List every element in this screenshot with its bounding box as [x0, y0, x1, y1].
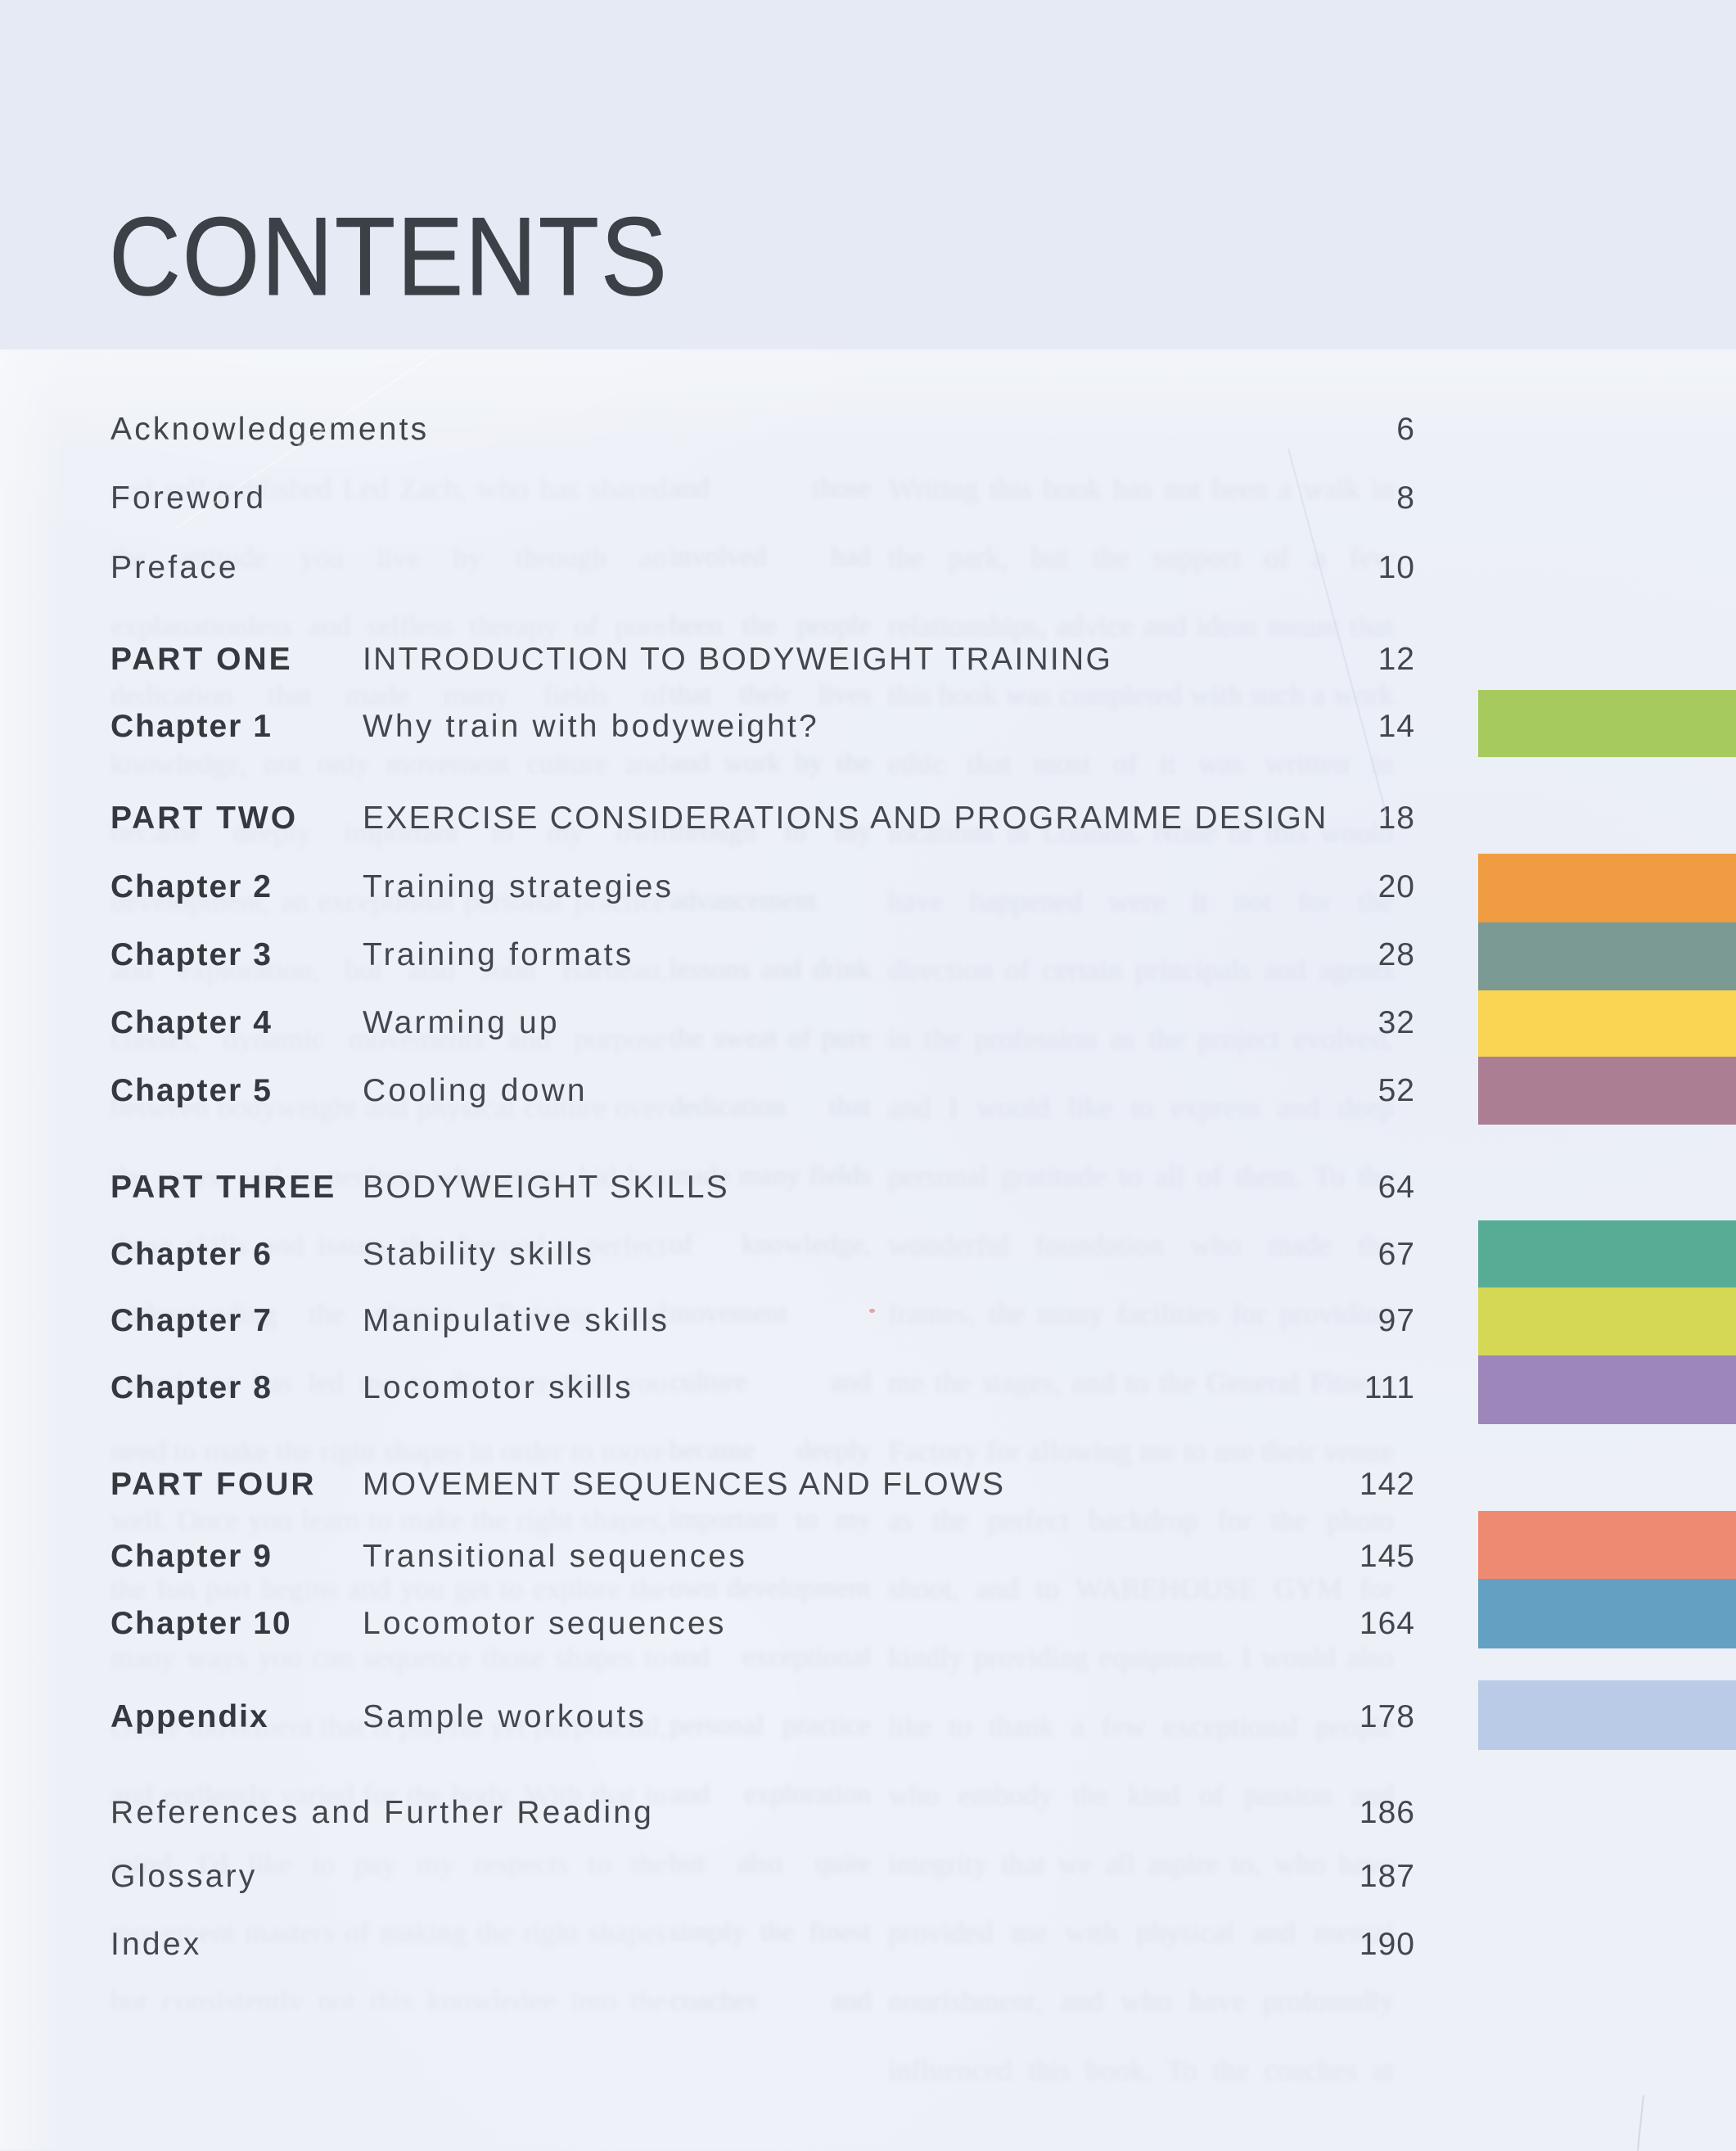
- toc-row-part-four: PART FOUR MOVEMENT SEQUENCES AND FLOWS 142: [110, 1465, 1415, 1504]
- page-title: CONTENTS: [109, 194, 669, 318]
- toc-entry-title: Training strategies: [363, 869, 674, 904]
- chapter-6-bar: [1478, 1220, 1736, 1287]
- toc-entry-label: PART FOUR: [110, 1467, 317, 1502]
- chapter-2-bar: [1478, 854, 1736, 922]
- chapter-5-bar: [1478, 1057, 1736, 1125]
- toc-row-part-one: PART ONE INTRODUCTION TO BODYWEIGHT TRAIN…: [110, 640, 1415, 679]
- toc-row-chapter-10: Chapter 10 Locomotor sequences 164: [110, 1604, 1415, 1644]
- toc-entry-label: PART THREE: [110, 1170, 337, 1205]
- toc-row-part-three: PART THREE BODYWEIGHT SKILLS 64: [110, 1168, 1415, 1207]
- toc-entry-label: Chapter 1: [110, 709, 273, 744]
- toc-entry-title: Sample workouts: [363, 1699, 647, 1734]
- toc-row-chapter-1: Chapter 1 Why train with bodyweight? 14: [110, 707, 1415, 746]
- toc-entry-title: Manipulative skills: [363, 1303, 670, 1338]
- toc-entry-label: References and Further Reading: [110, 1795, 654, 1830]
- toc-entry-page-number: 32: [1378, 1005, 1415, 1040]
- toc-entry-title: MOVEMENT SEQUENCES AND FLOWS: [363, 1467, 1006, 1502]
- toc-entry-page-number: 187: [1359, 1859, 1415, 1894]
- toc-row-glossary: Glossary 187: [110, 1857, 1415, 1896]
- toc-entry-page-number: 145: [1359, 1539, 1415, 1574]
- chapter-8-bar: [1478, 1355, 1736, 1424]
- toc-entry-label: Chapter 8: [110, 1370, 273, 1405]
- toc-entry-page-number: 190: [1359, 1927, 1415, 1962]
- toc-entry-page-number: 10: [1378, 550, 1415, 585]
- toc-entry-label: Acknowledgements: [110, 412, 430, 447]
- toc-entry-page-number: 97: [1378, 1303, 1415, 1338]
- chapter-7-bar: [1478, 1287, 1736, 1355]
- toc-row-foreword: Foreword 8: [110, 479, 1415, 518]
- toc-entry-title: Cooling down: [363, 1073, 588, 1108]
- chapter-1-bar: [1478, 690, 1736, 757]
- toc-entry-title: Locomotor sequences: [363, 1606, 727, 1641]
- toc-entry-title: BODYWEIGHT SKILLS: [363, 1170, 729, 1205]
- toc-entry-label: Chapter 9: [110, 1539, 273, 1574]
- toc-row-appendix: Appendix Sample workouts 178: [110, 1698, 1415, 1737]
- toc-entry-page-number: 67: [1378, 1237, 1415, 1272]
- toc-entry-page-number: 12: [1378, 642, 1415, 677]
- toc-entry-label: Chapter 7: [110, 1303, 273, 1338]
- toc-entry-page-number: 52: [1378, 1073, 1415, 1108]
- toc-row-chapter-7: Chapter 7 Manipulative skills 97: [110, 1301, 1415, 1341]
- toc-entry-page-number: 64: [1378, 1170, 1415, 1205]
- toc-entry-label: Chapter 10: [110, 1606, 292, 1641]
- toc-entry-label: Chapter 3: [110, 937, 273, 972]
- toc-entry-title: Stability skills: [363, 1237, 595, 1272]
- toc-row-preface: Preface 10: [110, 548, 1415, 588]
- toc-row-chapter-6: Chapter 6 Stability skills 67: [110, 1235, 1415, 1274]
- toc-row-index: Index 190: [110, 1925, 1415, 1964]
- toc-entry-label: Chapter 4: [110, 1005, 273, 1040]
- toc-row-part-two: PART TWO EXERCISE CONSIDERATIONS AND PROG…: [110, 799, 1415, 838]
- chapter-4-bar: [1478, 990, 1736, 1057]
- toc-entry-page-number: 178: [1359, 1699, 1415, 1734]
- toc-row-chapter-9: Chapter 9 Transitional sequences 145: [110, 1537, 1415, 1576]
- appendix-bar: [1478, 1680, 1736, 1750]
- toc-entry-page-number: 14: [1378, 709, 1415, 744]
- toc-entry-page-number: 164: [1359, 1606, 1415, 1641]
- toc-row-acknowledgements: Acknowledgements 6: [110, 410, 1415, 449]
- toc-entry-page-number: 111: [1364, 1370, 1415, 1405]
- toc-entry-page-number: 28: [1378, 937, 1415, 972]
- toc-row-chapter-4: Chapter 4 Warming up 32: [110, 1003, 1415, 1043]
- toc-entry-label: Foreword: [110, 480, 267, 516]
- toc-entry-label: Chapter 2: [110, 869, 273, 904]
- toc-row-chapter-3: Chapter 3 Training formats 28: [110, 936, 1415, 975]
- toc-entry-title: INTRODUCTION TO BODYWEIGHT TRAINING: [363, 642, 1113, 677]
- toc-entry-title: Why train with bodyweight?: [363, 709, 819, 744]
- toc-row-chapter-8: Chapter 8 Locomotor skills 111: [110, 1369, 1415, 1408]
- header-band: [0, 0, 1736, 349]
- toc-entry-page-number: 18: [1378, 800, 1415, 836]
- toc-entry-page-number: 142: [1359, 1467, 1415, 1502]
- toc-entry-label: Appendix: [110, 1699, 269, 1734]
- toc-entry-label: Index: [110, 1927, 202, 1962]
- toc-entry-label: Preface: [110, 550, 239, 585]
- chapter-3-bar: [1478, 922, 1736, 990]
- toc-entry-label: PART ONE: [110, 642, 293, 677]
- toc-entry-label: Chapter 5: [110, 1073, 273, 1108]
- toc-entry-title: Locomotor skills: [363, 1370, 634, 1405]
- toc-entry-title: Transitional sequences: [363, 1539, 748, 1574]
- toc-entry-title: Warming up: [363, 1005, 560, 1040]
- toc-entry-label: PART TWO: [110, 800, 299, 836]
- toc-entry-page-number: 8: [1396, 480, 1415, 516]
- toc-entry-title: EXERCISE CONSIDERATIONS AND PROGRAMME DE…: [363, 800, 1328, 836]
- toc-entry-label: Chapter 6: [110, 1237, 273, 1272]
- chapter-9-bar: [1478, 1511, 1736, 1579]
- toc-entry-page-number: 20: [1378, 869, 1415, 904]
- chapter-10-bar: [1478, 1579, 1736, 1648]
- toc-entry-title: Training formats: [363, 937, 634, 972]
- toc-entry-page-number: 186: [1359, 1795, 1415, 1830]
- band-fade: [0, 349, 1736, 448]
- toc-row-chapter-2: Chapter 2 Training strategies 20: [110, 868, 1415, 907]
- toc-row-references-and-further-reading: References and Further Reading 186: [110, 1793, 1415, 1833]
- toc-entry-label: Glossary: [110, 1859, 258, 1894]
- toc-entry-page-number: 6: [1396, 412, 1415, 447]
- toc-row-chapter-5: Chapter 5 Cooling down 52: [110, 1071, 1415, 1111]
